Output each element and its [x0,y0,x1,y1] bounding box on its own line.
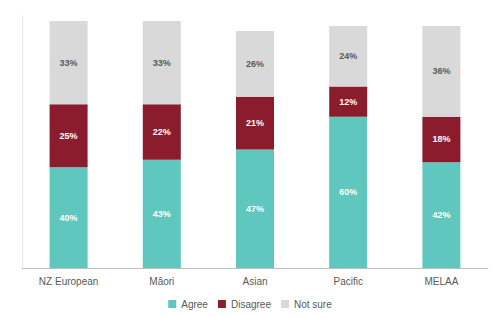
svg-text:21%: 21% [246,118,264,128]
svg-text:33%: 33% [60,58,78,68]
svg-text:NZ European: NZ European [39,276,98,287]
svg-text:MELAA: MELAA [424,276,458,287]
svg-text:12%: 12% [339,97,357,107]
svg-text:Agree: Agree [181,299,208,310]
svg-text:22%: 22% [153,127,171,137]
svg-text:Māori: Māori [149,276,174,287]
svg-text:40%: 40% [60,213,78,223]
svg-text:26%: 26% [246,59,264,69]
svg-text:47%: 47% [246,204,264,214]
svg-text:36%: 36% [432,66,450,76]
svg-text:24%: 24% [339,51,357,61]
svg-text:60%: 60% [339,187,357,197]
svg-text:43%: 43% [153,209,171,219]
svg-text:Asian: Asian [242,276,267,287]
svg-text:Pacific: Pacific [333,276,362,287]
svg-text:33%: 33% [153,58,171,68]
svg-text:Disagree: Disagree [231,299,271,310]
svg-text:Not sure: Not sure [294,299,332,310]
svg-text:25%: 25% [60,131,78,141]
svg-text:18%: 18% [432,134,450,144]
svg-text:42%: 42% [432,210,450,220]
